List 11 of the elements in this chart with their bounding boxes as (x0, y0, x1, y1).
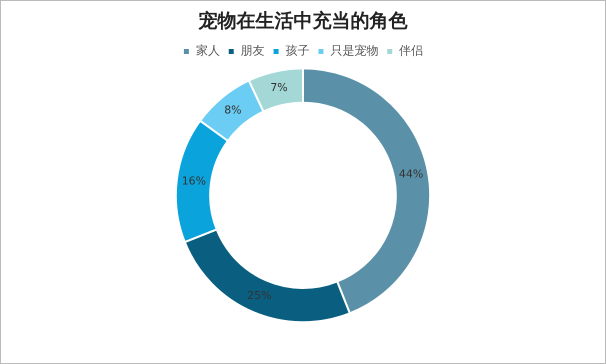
legend-label: 家人 (196, 44, 220, 58)
chart-title: 宠物在生活中充当的角色 (197, 10, 409, 32)
legend-label: 只是宠物 (330, 44, 378, 58)
data-label: 16% (182, 174, 206, 188)
data-label: 44% (398, 168, 424, 181)
data-label: 25% (247, 288, 272, 302)
legend-label: 伴侣 (399, 44, 424, 58)
data-label: 8% (224, 104, 242, 117)
data-label: 7% (270, 81, 288, 94)
legend-label: 孩子 (286, 44, 310, 58)
legend-label: 朋友 (240, 44, 265, 58)
